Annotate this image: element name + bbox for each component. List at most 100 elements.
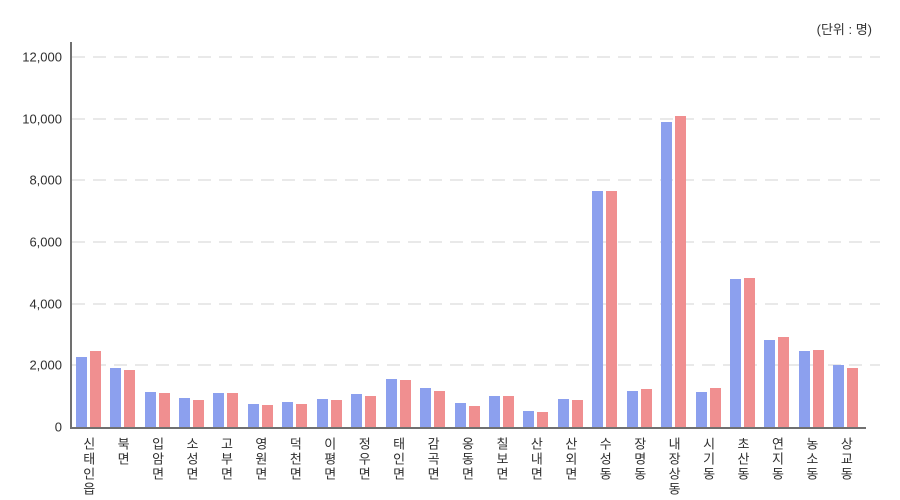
bar-group-내장상동 xyxy=(656,57,690,427)
bar-시기동-blue xyxy=(695,392,707,427)
bar-group-소성면 xyxy=(174,57,208,427)
x-tick-label: 영원면 xyxy=(252,437,268,482)
x-tick-label: 소성면 xyxy=(184,437,200,482)
x-label-cell: 수성동 xyxy=(588,437,622,497)
bar-group-이평면 xyxy=(312,57,346,427)
bar-옹동면-red xyxy=(468,405,480,427)
bar-수성동-blue xyxy=(592,191,604,427)
bar-group-감곡면 xyxy=(415,57,449,427)
bar-영원면-blue xyxy=(247,403,259,427)
x-tick-label: 입암면 xyxy=(149,437,165,482)
bar-수성동-red xyxy=(606,190,618,427)
x-label-cell: 입암면 xyxy=(140,437,174,497)
x-label-cell: 덕천면 xyxy=(278,437,312,497)
y-tick-label: 2,000 xyxy=(29,357,62,373)
x-tick-label: 북면 xyxy=(115,437,131,467)
x-label-cell: 고부면 xyxy=(209,437,243,497)
bar-group-북면 xyxy=(105,57,139,427)
x-label-cell: 소성면 xyxy=(174,437,208,497)
y-axis-labels: 0 2,000 4,000 6,000 8,000 10,000 12,000 xyxy=(0,50,62,435)
y-tick-label: 10,000 xyxy=(22,111,62,127)
bar-덕천면-blue xyxy=(282,401,294,427)
x-tick-label: 고부면 xyxy=(218,437,234,482)
bar-group-영원면 xyxy=(243,57,277,427)
x-tick-label: 내장상동 xyxy=(666,437,682,497)
bar-감곡면-blue xyxy=(420,388,432,427)
bar-group-덕천면 xyxy=(278,57,312,427)
x-label-cell: 태인면 xyxy=(381,437,415,497)
bar-초산동-red xyxy=(744,278,756,427)
bar-영원면-red xyxy=(261,405,273,427)
bar-정우면-blue xyxy=(351,394,363,427)
x-tick-label: 시기동 xyxy=(700,437,716,482)
bar-이평면-red xyxy=(330,399,342,427)
bar-태인면-red xyxy=(399,380,411,427)
bar-group-고부면 xyxy=(209,57,243,427)
y-tick-label: 4,000 xyxy=(29,296,62,312)
gridline xyxy=(72,117,880,120)
x-tick-label: 덕천면 xyxy=(287,437,303,482)
bar-소성면-blue xyxy=(179,398,191,427)
gridlines xyxy=(72,56,880,427)
bar-입암면-blue xyxy=(144,392,156,427)
bar-group-산내면 xyxy=(519,57,553,427)
bar-장명동-red xyxy=(640,389,652,427)
bar-group-칠보면 xyxy=(484,57,518,427)
bar-group-신태인읍 xyxy=(71,57,105,427)
bar-초산동-blue xyxy=(730,279,742,427)
x-label-cell: 내장상동 xyxy=(656,437,690,497)
x-label-cell: 초산동 xyxy=(725,437,759,497)
x-label-cell: 연지동 xyxy=(760,437,794,497)
y-tick-label: 0 xyxy=(54,419,62,435)
x-label-cell: 이평면 xyxy=(312,437,346,497)
bar-고부면-red xyxy=(227,393,239,427)
bar-고부면-blue xyxy=(213,392,225,427)
x-label-cell: 시기동 xyxy=(691,437,725,497)
x-tick-label: 초산동 xyxy=(735,437,751,482)
x-label-cell: 영원면 xyxy=(243,437,277,497)
bar-농소동-blue xyxy=(798,351,810,427)
plot-area xyxy=(71,57,863,427)
x-label-cell: 산내면 xyxy=(519,437,553,497)
gridline xyxy=(72,364,880,367)
bar-내장상동-blue xyxy=(661,121,673,427)
bar-태인면-blue xyxy=(385,378,397,427)
bar-농소동-red xyxy=(812,349,824,427)
bar-group-입암면 xyxy=(140,57,174,427)
x-label-cell: 칠보면 xyxy=(484,437,518,497)
gridline xyxy=(72,179,880,182)
x-axis-labels: 신태인읍 북면 입암면 소성면 고부면 영원면 덕천면 이평면 정우면 태인면 감곡면 옹동면 칠보면 산… xyxy=(71,437,863,497)
bar-입암면-red xyxy=(158,393,170,427)
bar-신태인읍-blue xyxy=(75,356,87,427)
bar-산외면-blue xyxy=(557,398,569,427)
bar-신태인읍-red xyxy=(89,351,101,427)
bar-산내면-blue xyxy=(523,410,535,427)
y-tick-label: 8,000 xyxy=(29,172,62,188)
x-label-cell: 북면 xyxy=(105,437,139,497)
x-label-cell: 옹동면 xyxy=(450,437,484,497)
bar-group-상교동 xyxy=(829,57,863,427)
x-label-cell: 상교동 xyxy=(829,437,863,497)
bar-시기동-red xyxy=(709,388,721,427)
bar-칠보면-red xyxy=(502,396,514,427)
bar-정우면-red xyxy=(365,395,377,427)
x-axis xyxy=(70,427,866,429)
bar-연지동-blue xyxy=(764,340,776,427)
x-tick-label: 연지동 xyxy=(769,437,785,482)
gridline xyxy=(72,302,880,305)
x-tick-label: 산내면 xyxy=(528,437,544,482)
bar-group-시기동 xyxy=(691,57,725,427)
bar-옹동면-blue xyxy=(454,403,466,427)
bar-group-농소동 xyxy=(794,57,828,427)
x-tick-label: 감곡면 xyxy=(425,437,441,482)
y-tick-label: 6,000 xyxy=(29,234,62,250)
x-label-cell: 감곡면 xyxy=(415,437,449,497)
bar-group-옹동면 xyxy=(450,57,484,427)
bar-내장상동-red xyxy=(675,115,687,427)
unit-label: (단위 : 명) xyxy=(816,22,872,37)
bar-group-산외면 xyxy=(553,57,587,427)
bar-group-정우면 xyxy=(347,57,381,427)
bar-group-연지동 xyxy=(760,57,794,427)
y-tick-label: 12,000 xyxy=(22,49,62,65)
bar-감곡면-red xyxy=(434,391,446,427)
